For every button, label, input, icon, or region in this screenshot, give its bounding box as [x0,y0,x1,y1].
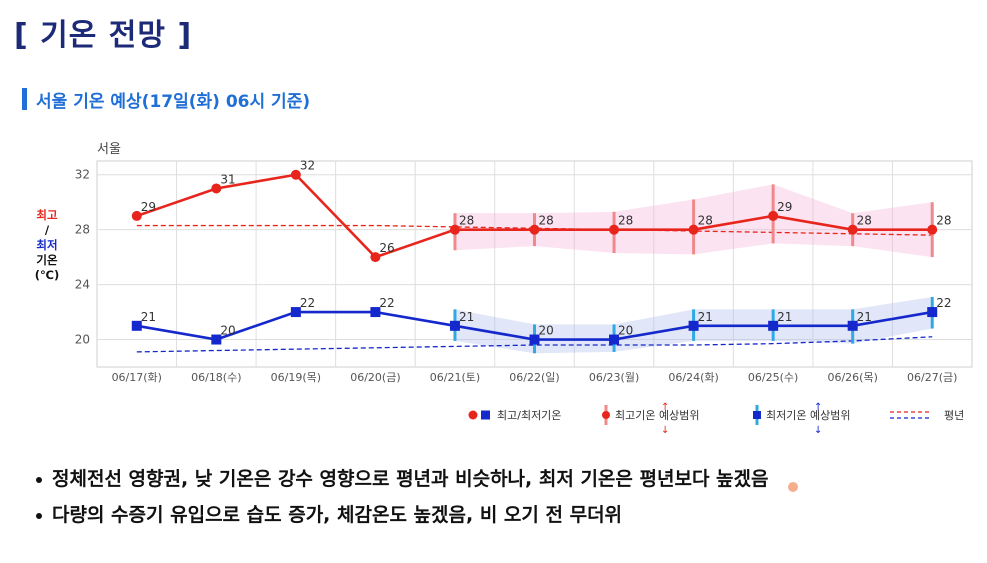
legend-min-range-marker [753,411,761,419]
x-tick-label: 06/23(월) [589,371,639,384]
min-temp-label: 22 [300,296,315,310]
min-temp-point [688,320,699,331]
min-temp-point [370,307,381,318]
x-tick-label: 06/27(금) [907,371,957,384]
legend-max-range-marker [602,411,610,419]
max-temp-label: 28 [618,214,633,228]
summary-list: 정체전선 영향권, 낮 기온은 강수 영향으로 평년과 비슷하나, 최저 기온은… [36,466,768,538]
y-axis-label: 기온 [36,253,58,267]
legend-max-marker [468,410,478,420]
min-temp-point [768,320,779,331]
min-temp-point [529,334,540,345]
min-temp-point [927,307,938,318]
x-tick-label: 06/18(수) [191,371,241,384]
max-temp-point [131,210,142,221]
legend-label: 최고기온 예상범위 [615,409,699,422]
min-temp-point [290,307,301,318]
min-temp-point [609,334,620,345]
min-temp-label: 21 [141,310,156,324]
min-temp-label: 20 [618,324,633,338]
max-temp-label: 28 [459,214,474,228]
summary-item: 정체전선 영향권, 낮 기온은 강수 영향으로 평년과 비슷하나, 최저 기온은… [36,466,768,502]
max-temp-label: 29 [777,200,792,214]
y-axis-label: 최저 [36,238,57,252]
x-tick-label: 06/17(화) [112,371,162,384]
legend-label: 평년 [944,409,964,422]
legend-label: 최고/최저기온 [497,409,561,422]
y-axis-label: 최고 [36,208,58,222]
bullet-dot [36,477,42,483]
min-temp-point [449,320,460,331]
max-temp-point [688,224,699,235]
min-temp-label: 20 [539,324,554,338]
bullet-dot [36,513,42,519]
min-temp-point [847,320,858,331]
y-axis-label: (℃) [35,268,59,282]
pointer-indicator [788,482,798,492]
legend-arrow-down-icon: ↓ [661,425,669,436]
max-temp-point [768,210,779,221]
y-tick-label: 32 [75,168,90,182]
max-temp-point [211,183,222,194]
x-tick-label: 06/20(금) [350,371,400,384]
max-temp-label: 26 [379,241,394,255]
temperature-chart: 서울 20 24 28 32 06/17(화) 06/18(수) 06/19(목) 06/20(… [35,142,973,436]
min-temp-point [131,320,142,331]
max-temp-label: 28 [698,214,713,228]
max-temp-label: 29 [141,200,156,214]
min-temp-label: 21 [777,310,792,324]
x-tick-label: 06/24(화) [668,371,718,384]
normal-min-line [136,336,933,353]
normal-max-line [136,224,933,236]
legend-arrow-up-icon: ↑ [661,402,669,413]
legend-label: 최저기온 예상범위 [766,409,850,422]
min-temp-label: 21 [459,310,474,324]
max-temp-point [609,224,620,235]
x-tick-label: 06/26(목) [827,371,877,384]
max-temp-label: 28 [936,214,951,228]
min-temp-label: 22 [379,296,394,310]
section-marker [22,88,27,110]
max-temp-point [927,224,938,235]
legend-min-marker [481,410,490,420]
min-temp-label: 20 [220,324,235,338]
legend-arrow-up-icon: ↑ [814,402,822,413]
max-temp-label: 32 [300,159,315,173]
min-temp-label: 21 [857,310,872,324]
max-temp-point [290,169,301,180]
section-title: 서울 기온 예상(17일(화) 06시 기준) [36,91,311,112]
summary-item: 다량의 수증기 유입으로 습도 증가, 체감온도 높겠음, 비 오기 전 무더위 [36,502,768,538]
x-tick-label: 06/19(목) [271,371,321,384]
legend-arrow-down-icon: ↓ [814,425,822,436]
max-temp-point [449,224,460,235]
summary-text: 다량의 수증기 유입으로 습도 증가, 체감온도 높겠음, 비 오기 전 무더위 [52,504,623,526]
page-title: [ 기온 전망 ] [14,18,193,53]
max-temp-label: 28 [857,214,872,228]
min-temp-label: 21 [698,310,713,324]
y-axis-label: / [45,223,50,237]
y-tick-label: 28 [75,223,90,237]
plot-frame [96,160,973,368]
max-temp-point [529,224,540,235]
chart-title: 서울 [97,142,121,157]
x-tick-label: 06/22(일) [509,370,559,384]
max-temp-point [370,252,381,263]
summary-text: 정체전선 영향권, 낮 기온은 강수 영향으로 평년과 비슷하나, 최저 기온은… [52,468,769,490]
y-tick-label: 24 [75,278,90,292]
section-header: 서울 기온 예상(17일(화) 06시 기준) [22,86,310,112]
max-temp-point [847,224,858,235]
x-tick-label: 06/25(수) [748,371,798,384]
max-temp-label: 31 [220,172,235,186]
y-tick-label: 20 [75,333,90,347]
max-temp-label: 28 [539,214,554,228]
min-temp-point [211,334,222,345]
x-tick-label: 06/21(토) [430,371,480,384]
min-temp-label: 22 [936,296,951,310]
